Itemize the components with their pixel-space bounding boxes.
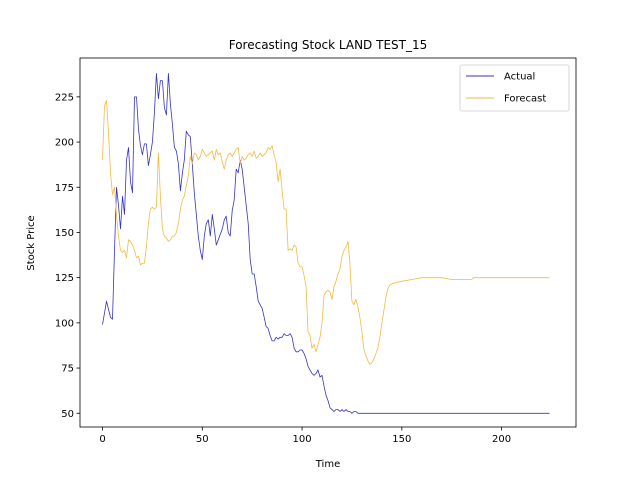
y-tick-label: 175 <box>55 183 74 194</box>
legend: Actual Forecast <box>459 64 570 112</box>
x-axis: 0 50 100 150 200 <box>99 427 511 445</box>
y-tick-label: 75 <box>61 364 74 375</box>
legend-label-forecast: Forecast <box>504 94 546 105</box>
y-axis: 50 75 100 125 150 175 200 225 <box>55 92 80 420</box>
x-tick-label: 100 <box>293 434 312 445</box>
x-tick-label: 200 <box>492 434 511 445</box>
y-tick-label: 150 <box>55 228 74 239</box>
x-tick-label: 150 <box>392 434 411 445</box>
x-tick-label: 50 <box>196 434 209 445</box>
chart-title: Forecasting Stock LAND TEST_15 <box>229 38 428 52</box>
plot-frame <box>79 57 577 428</box>
y-axis-title: Stock Price <box>26 215 37 270</box>
series-line-actual <box>102 73 550 414</box>
x-axis-title: Time <box>315 459 340 470</box>
plot-area <box>79 57 577 428</box>
y-tick-label: 125 <box>55 273 74 284</box>
y-tick-label: 225 <box>55 92 74 103</box>
series-line-forecast <box>102 100 550 365</box>
y-tick-label: 50 <box>61 409 74 420</box>
y-tick-label: 100 <box>55 318 74 329</box>
y-tick-label: 200 <box>55 138 74 149</box>
legend-label-actual: Actual <box>504 72 535 83</box>
x-tick-label: 0 <box>99 434 105 445</box>
